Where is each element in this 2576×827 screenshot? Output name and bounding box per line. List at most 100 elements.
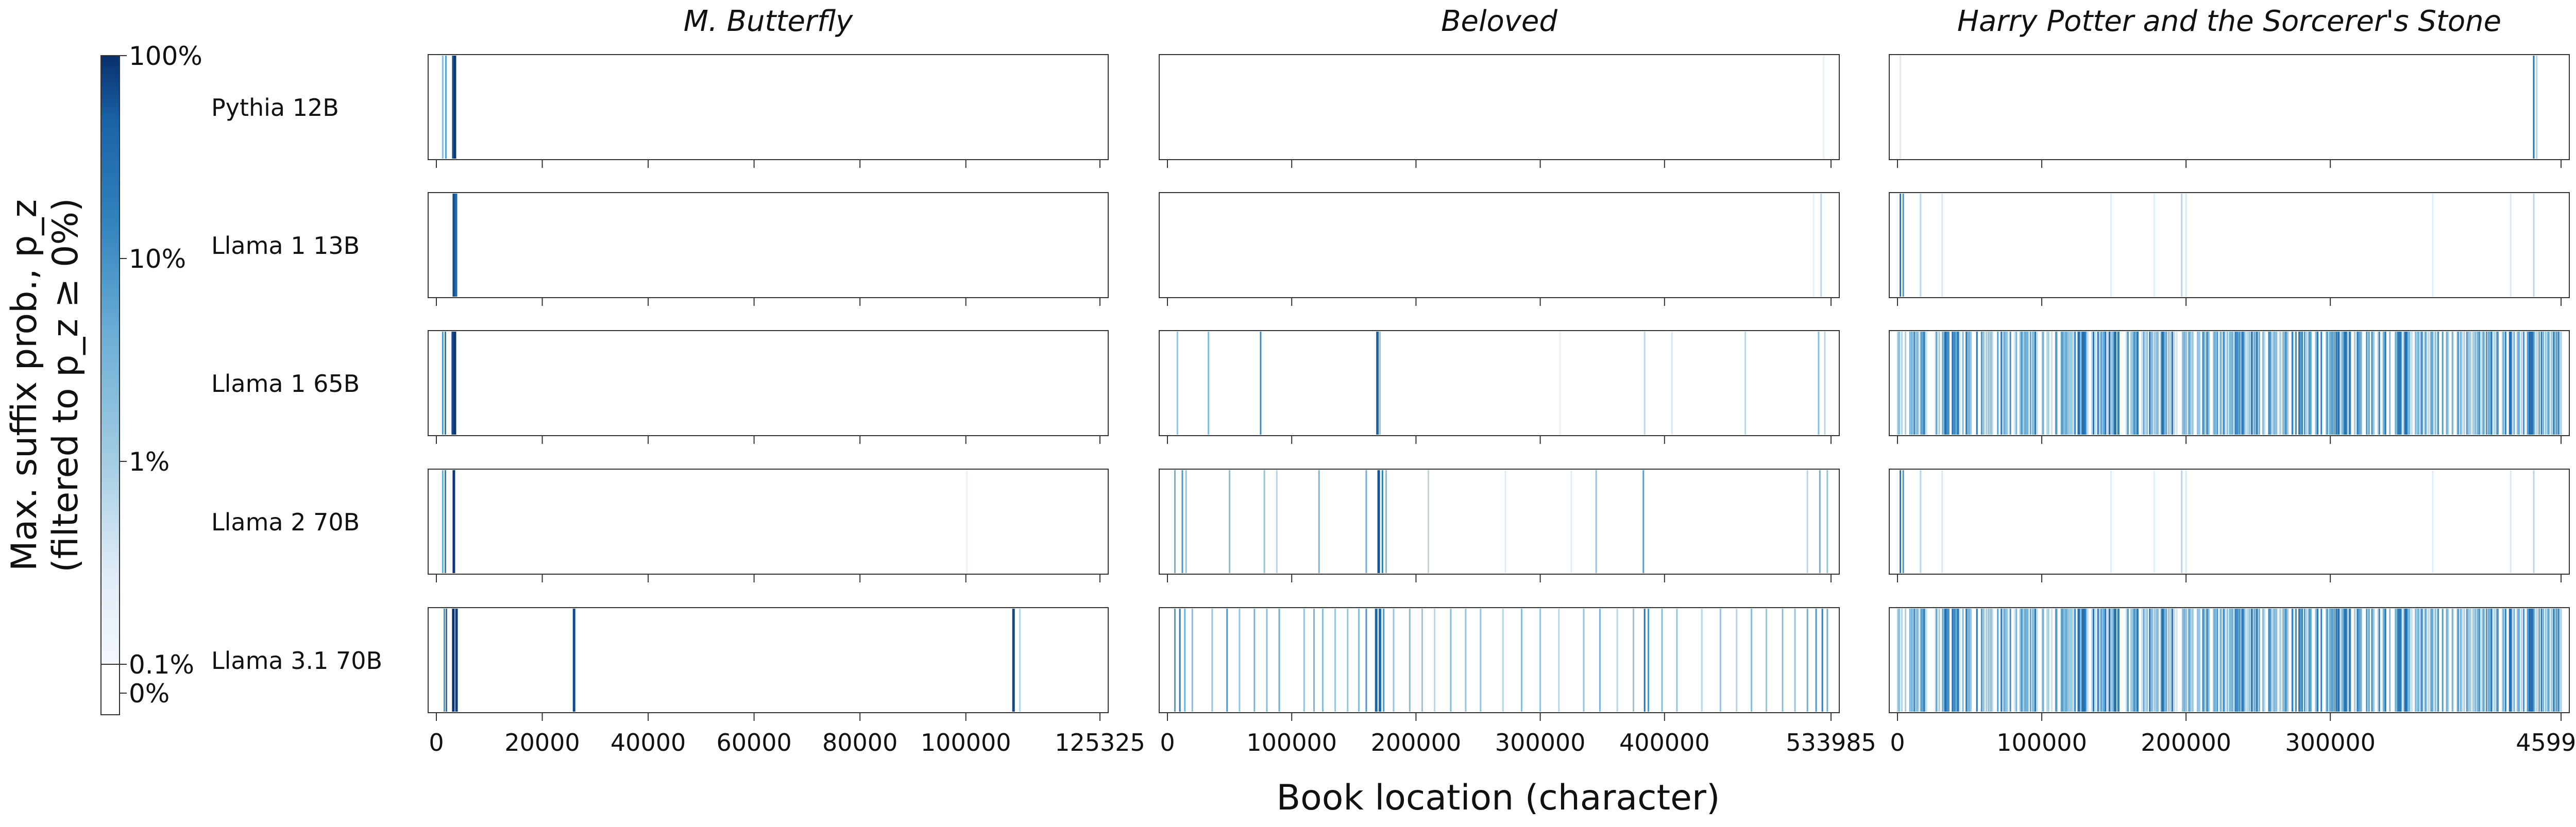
- strip-mark: [451, 332, 454, 435]
- strip-mark: [2343, 609, 2346, 712]
- strip-mark: [2472, 332, 2475, 435]
- panel-strip: [1159, 469, 1840, 582]
- strip-mark: [1570, 470, 1572, 573]
- strip-mark: [1970, 332, 1972, 435]
- strip-mark: [2377, 332, 2379, 435]
- strip-mark: [2103, 609, 2105, 712]
- strip-mark: [1826, 470, 1828, 573]
- colorbar-tick-label: 10%: [129, 244, 186, 274]
- strip-mark: [2419, 332, 2421, 435]
- strip-mark: [1278, 609, 1280, 712]
- strip-mark: [2547, 609, 2549, 712]
- strip-mark: [2306, 609, 2308, 712]
- strip-mark: [1383, 609, 1385, 712]
- strip-mark: [1428, 470, 1430, 573]
- strip-mark: [2497, 332, 2499, 435]
- strip-mark: [2389, 609, 2391, 712]
- strip-mark: [2434, 332, 2436, 435]
- panel-title: M. Butterfly: [684, 5, 853, 38]
- strip-mark: [2097, 332, 2099, 435]
- strip-mark: [1819, 470, 1821, 573]
- strip-mark: [2098, 609, 2100, 712]
- strip-mark: [2191, 609, 2193, 712]
- strip-mark: [2446, 332, 2448, 435]
- strip-mark: [2153, 609, 2155, 712]
- strip-mark: [2164, 609, 2166, 712]
- strip-mark: [1962, 609, 1964, 712]
- strip-mark: [2061, 332, 2063, 435]
- strip-mark: [1226, 609, 1228, 712]
- strip-mark: [2403, 332, 2405, 435]
- colorbar-tick-label: 1%: [129, 447, 170, 477]
- strip-frame: [1889, 192, 2570, 298]
- strip-mark: [2091, 609, 2093, 712]
- strip-mark: [2345, 609, 2347, 712]
- strip-mark: [2105, 332, 2107, 435]
- strip-mark: [1970, 609, 1972, 712]
- strip-mark: [1941, 194, 1943, 297]
- strip-mark: [2510, 470, 2512, 573]
- strip-mark: [2461, 609, 2463, 712]
- strip-mark: [2428, 609, 2430, 712]
- strip-mark: [2490, 609, 2492, 712]
- strip-mark: [453, 332, 456, 435]
- strip-mark: [2220, 609, 2222, 712]
- strip-mark: [2550, 609, 2552, 712]
- strip-mark: [2206, 332, 2208, 435]
- strip-mark: [2185, 470, 2187, 573]
- strip-mark: [1957, 609, 1959, 712]
- strip-background: [428, 608, 1108, 713]
- strip-mark: [2378, 609, 2381, 712]
- strip-mark: [2256, 332, 2258, 435]
- strip-mark: [2101, 332, 2103, 435]
- strip-mark: [2559, 609, 2561, 712]
- strip-mark: [2482, 609, 2484, 712]
- strip-mark: [1990, 609, 1992, 712]
- strip-mark: [2516, 609, 2518, 712]
- strip-mark: [2358, 332, 2360, 435]
- strip-mark: [1385, 470, 1387, 573]
- strip-frame: [1889, 607, 2570, 713]
- strip-mark: [453, 56, 456, 159]
- strip-mark: [2188, 332, 2190, 435]
- strip-mark: [2474, 332, 2476, 435]
- strip-mark: [1920, 194, 1922, 297]
- strip-mark: [2239, 332, 2241, 435]
- strip-mark: [1911, 332, 1913, 435]
- x-tick-label: 200000: [1371, 729, 1462, 756]
- strip-mark: [2430, 609, 2432, 712]
- x-tick-label: 533985: [1786, 729, 1876, 756]
- strip-mark: [1997, 332, 1999, 435]
- panel-strip: [1159, 330, 1840, 444]
- strip-mark: [2027, 332, 2029, 435]
- strip-mark: [1365, 470, 1367, 573]
- strip-mark: [2409, 609, 2411, 712]
- strip-mark: [1976, 332, 1978, 435]
- strip-mark: [2047, 609, 2049, 712]
- strip-mark: [2143, 332, 2145, 435]
- strip-mark: [452, 470, 455, 573]
- strip-mark: [966, 470, 968, 573]
- strip-mark: [2518, 609, 2520, 712]
- strip-mark: [2358, 609, 2360, 712]
- strip-mark: [2230, 332, 2232, 435]
- strip-mark: [1986, 609, 1988, 712]
- strip-mark: [2304, 609, 2307, 712]
- strip-mark: [2336, 609, 2338, 712]
- strip-mark: [2132, 609, 2134, 712]
- strip-mark: [2071, 609, 2073, 712]
- strip-mark: [1942, 332, 1944, 435]
- strip-mark: [2340, 609, 2342, 712]
- strip-mark: [2430, 332, 2432, 435]
- strip-mark: [2063, 609, 2065, 712]
- strip-mark: [1944, 609, 1947, 712]
- strip-mark: [1643, 609, 1646, 712]
- strip-mark: [2366, 332, 2368, 435]
- strip-mark: [2080, 332, 2082, 435]
- strip-mark: [2169, 332, 2171, 435]
- strip-mark: [2287, 332, 2289, 435]
- strip-mark: [2097, 609, 2099, 712]
- strip-mark: [2181, 609, 2183, 712]
- strip-mark: [2550, 332, 2552, 435]
- strip-mark: [2378, 332, 2381, 435]
